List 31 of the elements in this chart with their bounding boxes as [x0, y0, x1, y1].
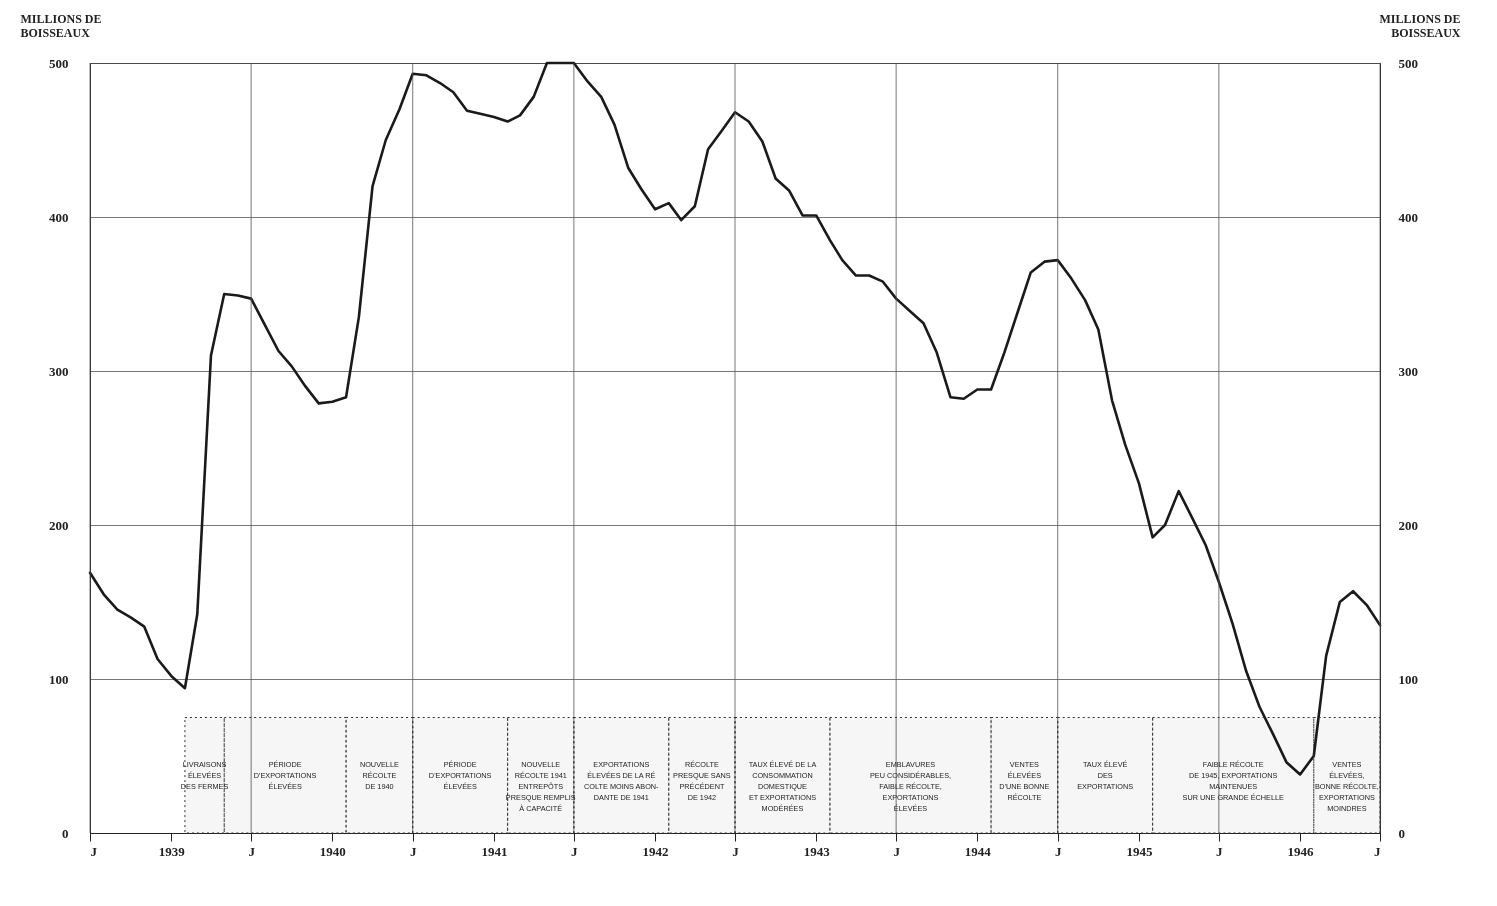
y2-tick-label: 200 [1398, 517, 1418, 533]
x-tick-label: J [409, 843, 417, 859]
y2-tick-label: 500 [1398, 55, 1418, 71]
x-tick-label: J [1374, 843, 1381, 859]
x-tick-label: J [893, 843, 901, 859]
y-tick-label: 500 [49, 55, 69, 71]
x-tick-label: 1943 [803, 843, 831, 859]
x-tick-label: J [571, 843, 579, 859]
x-tick-label: 1946 [1287, 843, 1315, 859]
x-tick-label: J [1054, 843, 1062, 859]
y-tick-label: 0 [62, 825, 69, 841]
x-tick-label: 1941 [481, 843, 508, 859]
y2-axis-title: MILLIONS DE BOISSEAUX [1379, 11, 1461, 40]
y-tick-label: 400 [49, 209, 69, 225]
x-tick-label: 1944 [964, 843, 992, 859]
x-tick-label: J [90, 843, 98, 859]
x-tick-label: 1942 [642, 843, 669, 859]
y2-tick-label: 100 [1398, 671, 1418, 687]
y-tick-label: 300 [49, 363, 69, 379]
x-tick-label: J [248, 843, 256, 859]
y-tick-label: 200 [49, 517, 69, 533]
y-axis-title: MILLIONS DE BOISSEAUX [20, 11, 102, 40]
y-tick-label: 100 [49, 671, 69, 687]
x-tick-label: 1945 [1126, 843, 1153, 859]
x-tick-label: J [1216, 843, 1224, 859]
x-tick-label: 1940 [319, 843, 346, 859]
y2-tick-label: 300 [1398, 363, 1418, 379]
x-tick-label: J [732, 843, 740, 859]
x-tick-label: 1939 [158, 843, 186, 859]
y2-tick-label: 0 [1398, 825, 1405, 841]
y2-tick-label: 400 [1398, 209, 1418, 225]
